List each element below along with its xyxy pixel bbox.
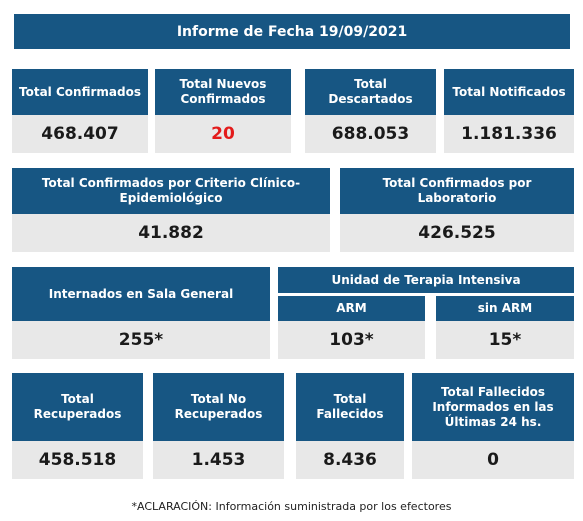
confirmados-laboratorio-header: Total Confirmados por Laboratorio <box>340 168 574 214</box>
confirmados-clinico-label: Total Confirmados por Criterio Clínico-E… <box>41 176 301 205</box>
total-notificados-header: Total Notificados <box>444 69 574 115</box>
uti-label: Unidad de Terapia Intensiva <box>331 272 521 287</box>
total-confirmados-label: Total Confirmados <box>19 84 141 99</box>
arm-value: 103* <box>278 321 425 359</box>
total-confirmados-header: Total Confirmados <box>12 69 148 115</box>
total-descartados-header: Total Descartados <box>305 69 436 115</box>
confirmados-laboratorio-value: 426.525 <box>340 214 574 252</box>
fallecidos-24hs-label: Total Fallecidos Informados en las Últim… <box>432 384 554 429</box>
total-nuevos-confirmados-label: Total Nuevos Confirmados <box>179 77 267 106</box>
uti-header: Unidad de Terapia Intensiva <box>278 267 574 293</box>
confirmados-clinico-header: Total Confirmados por Criterio Clínico-E… <box>12 168 330 214</box>
confirmados-clinico-value: 41.882 <box>12 214 330 252</box>
confirmados-laboratorio-label: Total Confirmados por Laboratorio <box>382 176 532 205</box>
total-no-recuperados-header: Total No Recuperados <box>153 373 284 441</box>
total-no-recuperados-value: 1.453 <box>153 441 284 479</box>
total-no-recuperados-label: Total No Recuperados <box>174 392 263 421</box>
total-confirmados-value: 468.407 <box>12 115 148 153</box>
total-descartados-label: Total Descartados <box>328 77 413 106</box>
total-recuperados-header: Total Recuperados <box>12 373 143 441</box>
sin-arm-header: sin ARM <box>436 296 574 321</box>
sin-arm-value: 15* <box>436 321 574 359</box>
total-nuevos-confirmados-value: 20 <box>155 115 291 153</box>
report-title: Informe de Fecha 19/09/2021 <box>14 14 570 49</box>
sala-general-header: Internados en Sala General <box>12 267 270 321</box>
total-recuperados-value: 458.518 <box>12 441 143 479</box>
sala-general-label: Internados en Sala General <box>48 286 234 301</box>
footnote: *ACLARACIÓN: Información suministrada po… <box>131 500 452 513</box>
fallecidos-24hs-value: 0 <box>412 441 574 479</box>
total-descartados-value: 688.053 <box>305 115 436 153</box>
total-fallecidos-header: Total Fallecidos <box>296 373 404 441</box>
sala-general-value: 255* <box>12 321 270 359</box>
fallecidos-24hs-header: Total Fallecidos Informados en las Últim… <box>412 373 574 441</box>
total-fallecidos-value: 8.436 <box>296 441 404 479</box>
arm-label: ARM <box>336 301 367 315</box>
sin-arm-label: sin ARM <box>477 301 533 315</box>
total-nuevos-confirmados-header: Total Nuevos Confirmados <box>155 69 291 115</box>
arm-header: ARM <box>278 296 425 321</box>
total-fallecidos-label: Total Fallecidos <box>316 392 384 421</box>
total-notificados-value: 1.181.336 <box>444 115 574 153</box>
total-notificados-label: Total Notificados <box>452 84 566 99</box>
total-recuperados-label: Total Recuperados <box>33 392 122 421</box>
